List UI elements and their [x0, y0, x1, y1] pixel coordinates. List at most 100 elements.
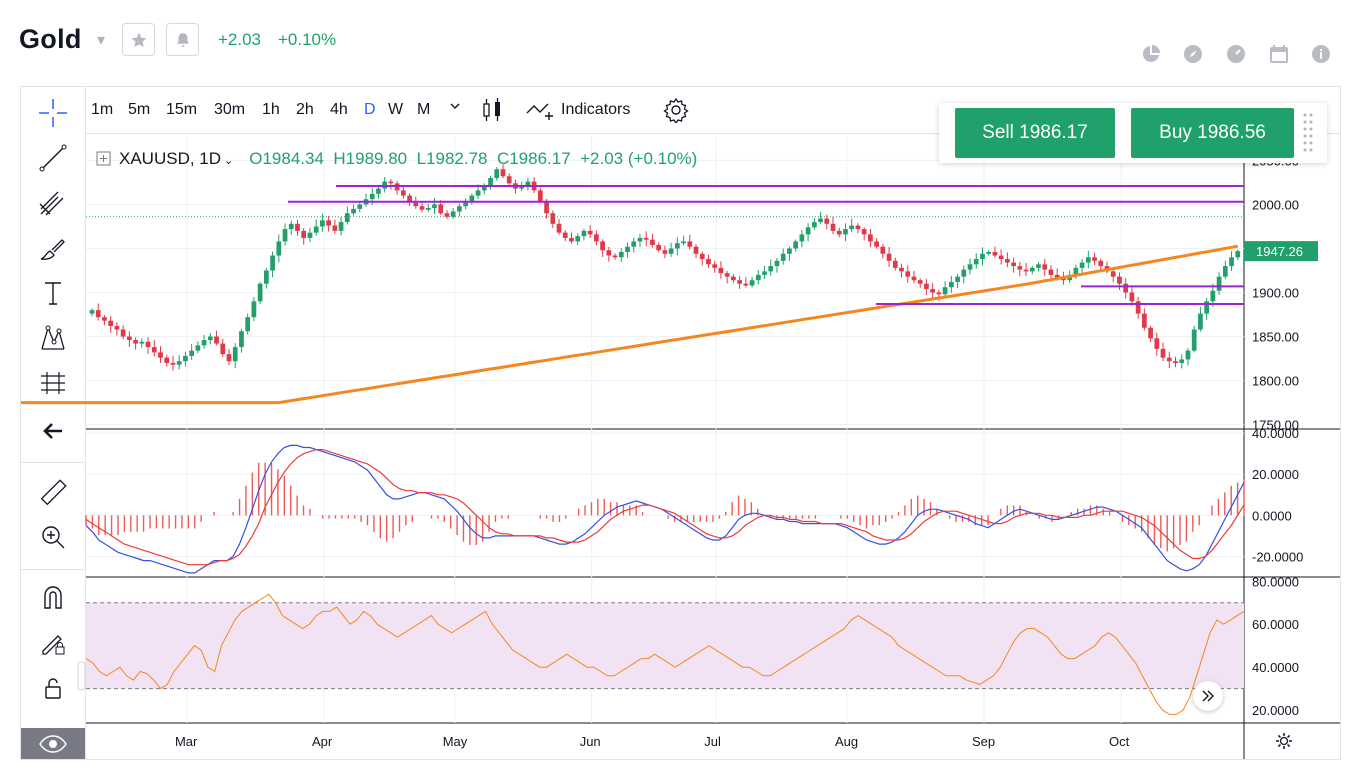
- favorite-button[interactable]: [122, 23, 155, 56]
- candle: [973, 253, 979, 269]
- candle-body: [226, 354, 232, 362]
- timeframe-m[interactable]: M: [417, 101, 431, 118]
- candle: [183, 351, 188, 367]
- gear-icon[interactable]: [663, 97, 689, 128]
- candle-body: [1098, 260, 1104, 267]
- candle: [1185, 347, 1191, 366]
- pie-chart-icon[interactable]: [1140, 43, 1162, 65]
- candle: [1011, 257, 1016, 273]
- timeframe-1h[interactable]: 1h: [262, 101, 280, 118]
- gear-icon-tooth: [1277, 744, 1281, 748]
- pitchfork-icon[interactable]: [35, 185, 71, 221]
- scroll-to-latest-button[interactable]: [1193, 681, 1223, 711]
- candle-body: [1061, 278, 1066, 281]
- indicators-button[interactable]: Indicators: [561, 101, 631, 118]
- candle: [849, 218, 855, 233]
- ruler-icon[interactable]: [35, 475, 71, 511]
- candle-body: [780, 253, 786, 261]
- pattern-icon[interactable]: [35, 320, 71, 356]
- timeframe-d[interactable]: D: [364, 101, 376, 118]
- candle-body: [575, 236, 581, 242]
- candle: [382, 177, 388, 193]
- legend-symbol[interactable]: XAUUSD, 1D: [119, 149, 222, 168]
- legend-expand-icon[interactable]: [96, 151, 111, 171]
- candle: [500, 164, 506, 179]
- lock-drawing-icon[interactable]: [35, 624, 71, 660]
- timeframe-30m[interactable]: 30m: [214, 101, 246, 118]
- drag-handle-icon[interactable]: [1301, 111, 1315, 160]
- chart-topbar: 1m 5m 15m 30m 1h 2h 4h D W M Indicators: [85, 87, 1340, 134]
- lock-icon[interactable]: [35, 670, 71, 706]
- candle-body: [948, 281, 954, 288]
- candle-body: [880, 246, 886, 254]
- candle-body: [712, 264, 718, 268]
- sell-button[interactable]: Sell 1986.17: [955, 108, 1115, 158]
- zoom-in-icon[interactable]: [35, 519, 71, 555]
- candle-type-icon[interactable]: [481, 97, 503, 128]
- candle-body: [195, 345, 201, 351]
- candle-body: [1073, 267, 1079, 275]
- timeframe-2h[interactable]: 2h: [296, 101, 314, 118]
- candle: [618, 248, 624, 262]
- candle-body: [201, 340, 207, 346]
- candle-body: [1085, 257, 1091, 263]
- candle: [108, 315, 114, 333]
- candle: [737, 275, 742, 289]
- trend-line-icon[interactable]: [35, 140, 71, 176]
- candle: [656, 242, 662, 253]
- compass-icon[interactable]: [1182, 43, 1204, 65]
- brush-icon[interactable]: [35, 230, 71, 266]
- timeframe-15m[interactable]: 15m: [166, 101, 198, 118]
- crosshair-icon[interactable]: [35, 95, 71, 131]
- candle-body: [699, 253, 705, 260]
- timeframe-4h[interactable]: 4h: [330, 101, 348, 118]
- time-tick-label: Jul: [704, 734, 721, 749]
- back-arrow-icon[interactable]: [35, 413, 71, 449]
- measure-projection-icon[interactable]: [35, 365, 71, 401]
- candle: [295, 219, 300, 236]
- visibility-toggle[interactable]: [21, 728, 85, 759]
- timeframe-5m[interactable]: 5m: [128, 101, 151, 118]
- indicators-icon[interactable]: [525, 97, 555, 128]
- candle: [762, 265, 767, 280]
- chart-canvas[interactable]: 2050.002000.001950.001900.001850.001800.…: [21, 87, 1340, 759]
- candle: [126, 331, 132, 348]
- candle-body: [207, 336, 213, 341]
- alert-button[interactable]: [166, 23, 199, 56]
- calendar-icon[interactable]: [1268, 43, 1290, 65]
- symbol-dropdown-icon[interactable]: ▾: [97, 32, 106, 49]
- text-tool-icon[interactable]: [35, 275, 71, 311]
- candle: [432, 198, 437, 215]
- candle: [89, 308, 95, 317]
- rsi-tick-label: 40.0000: [1252, 660, 1299, 675]
- candle: [145, 337, 151, 354]
- candle-body: [1173, 361, 1178, 363]
- candle-body: [114, 325, 120, 330]
- price-change-absolute: +2.03: [218, 30, 262, 49]
- candle: [961, 265, 967, 284]
- candle: [307, 227, 313, 243]
- candle-body: [998, 255, 1004, 260]
- timeframe-w[interactable]: W: [388, 101, 404, 118]
- candle-body: [793, 241, 799, 249]
- candle: [257, 281, 263, 305]
- gauge-icon[interactable]: [1225, 43, 1247, 65]
- candle-body: [1129, 292, 1135, 302]
- candle-body: [400, 190, 406, 196]
- candle: [556, 218, 562, 235]
- timeframe-more-icon[interactable]: [448, 99, 462, 118]
- candle: [637, 233, 643, 248]
- candle-body: [824, 218, 830, 224]
- candle: [793, 239, 799, 252]
- candle: [674, 237, 680, 256]
- buy-button[interactable]: Buy 1986.56: [1131, 108, 1294, 158]
- candle: [425, 204, 431, 212]
- legend-symbol-caret-icon[interactable]: ⌄: [224, 155, 234, 167]
- price-tick-label: 2000.00: [1252, 197, 1299, 212]
- candle-body: [550, 213, 556, 224]
- timeframe-1m[interactable]: 1m: [91, 101, 114, 118]
- magnet-icon[interactable]: [35, 579, 71, 615]
- info-icon[interactable]: [1310, 43, 1332, 65]
- candle: [139, 338, 145, 348]
- candle-body: [799, 234, 805, 242]
